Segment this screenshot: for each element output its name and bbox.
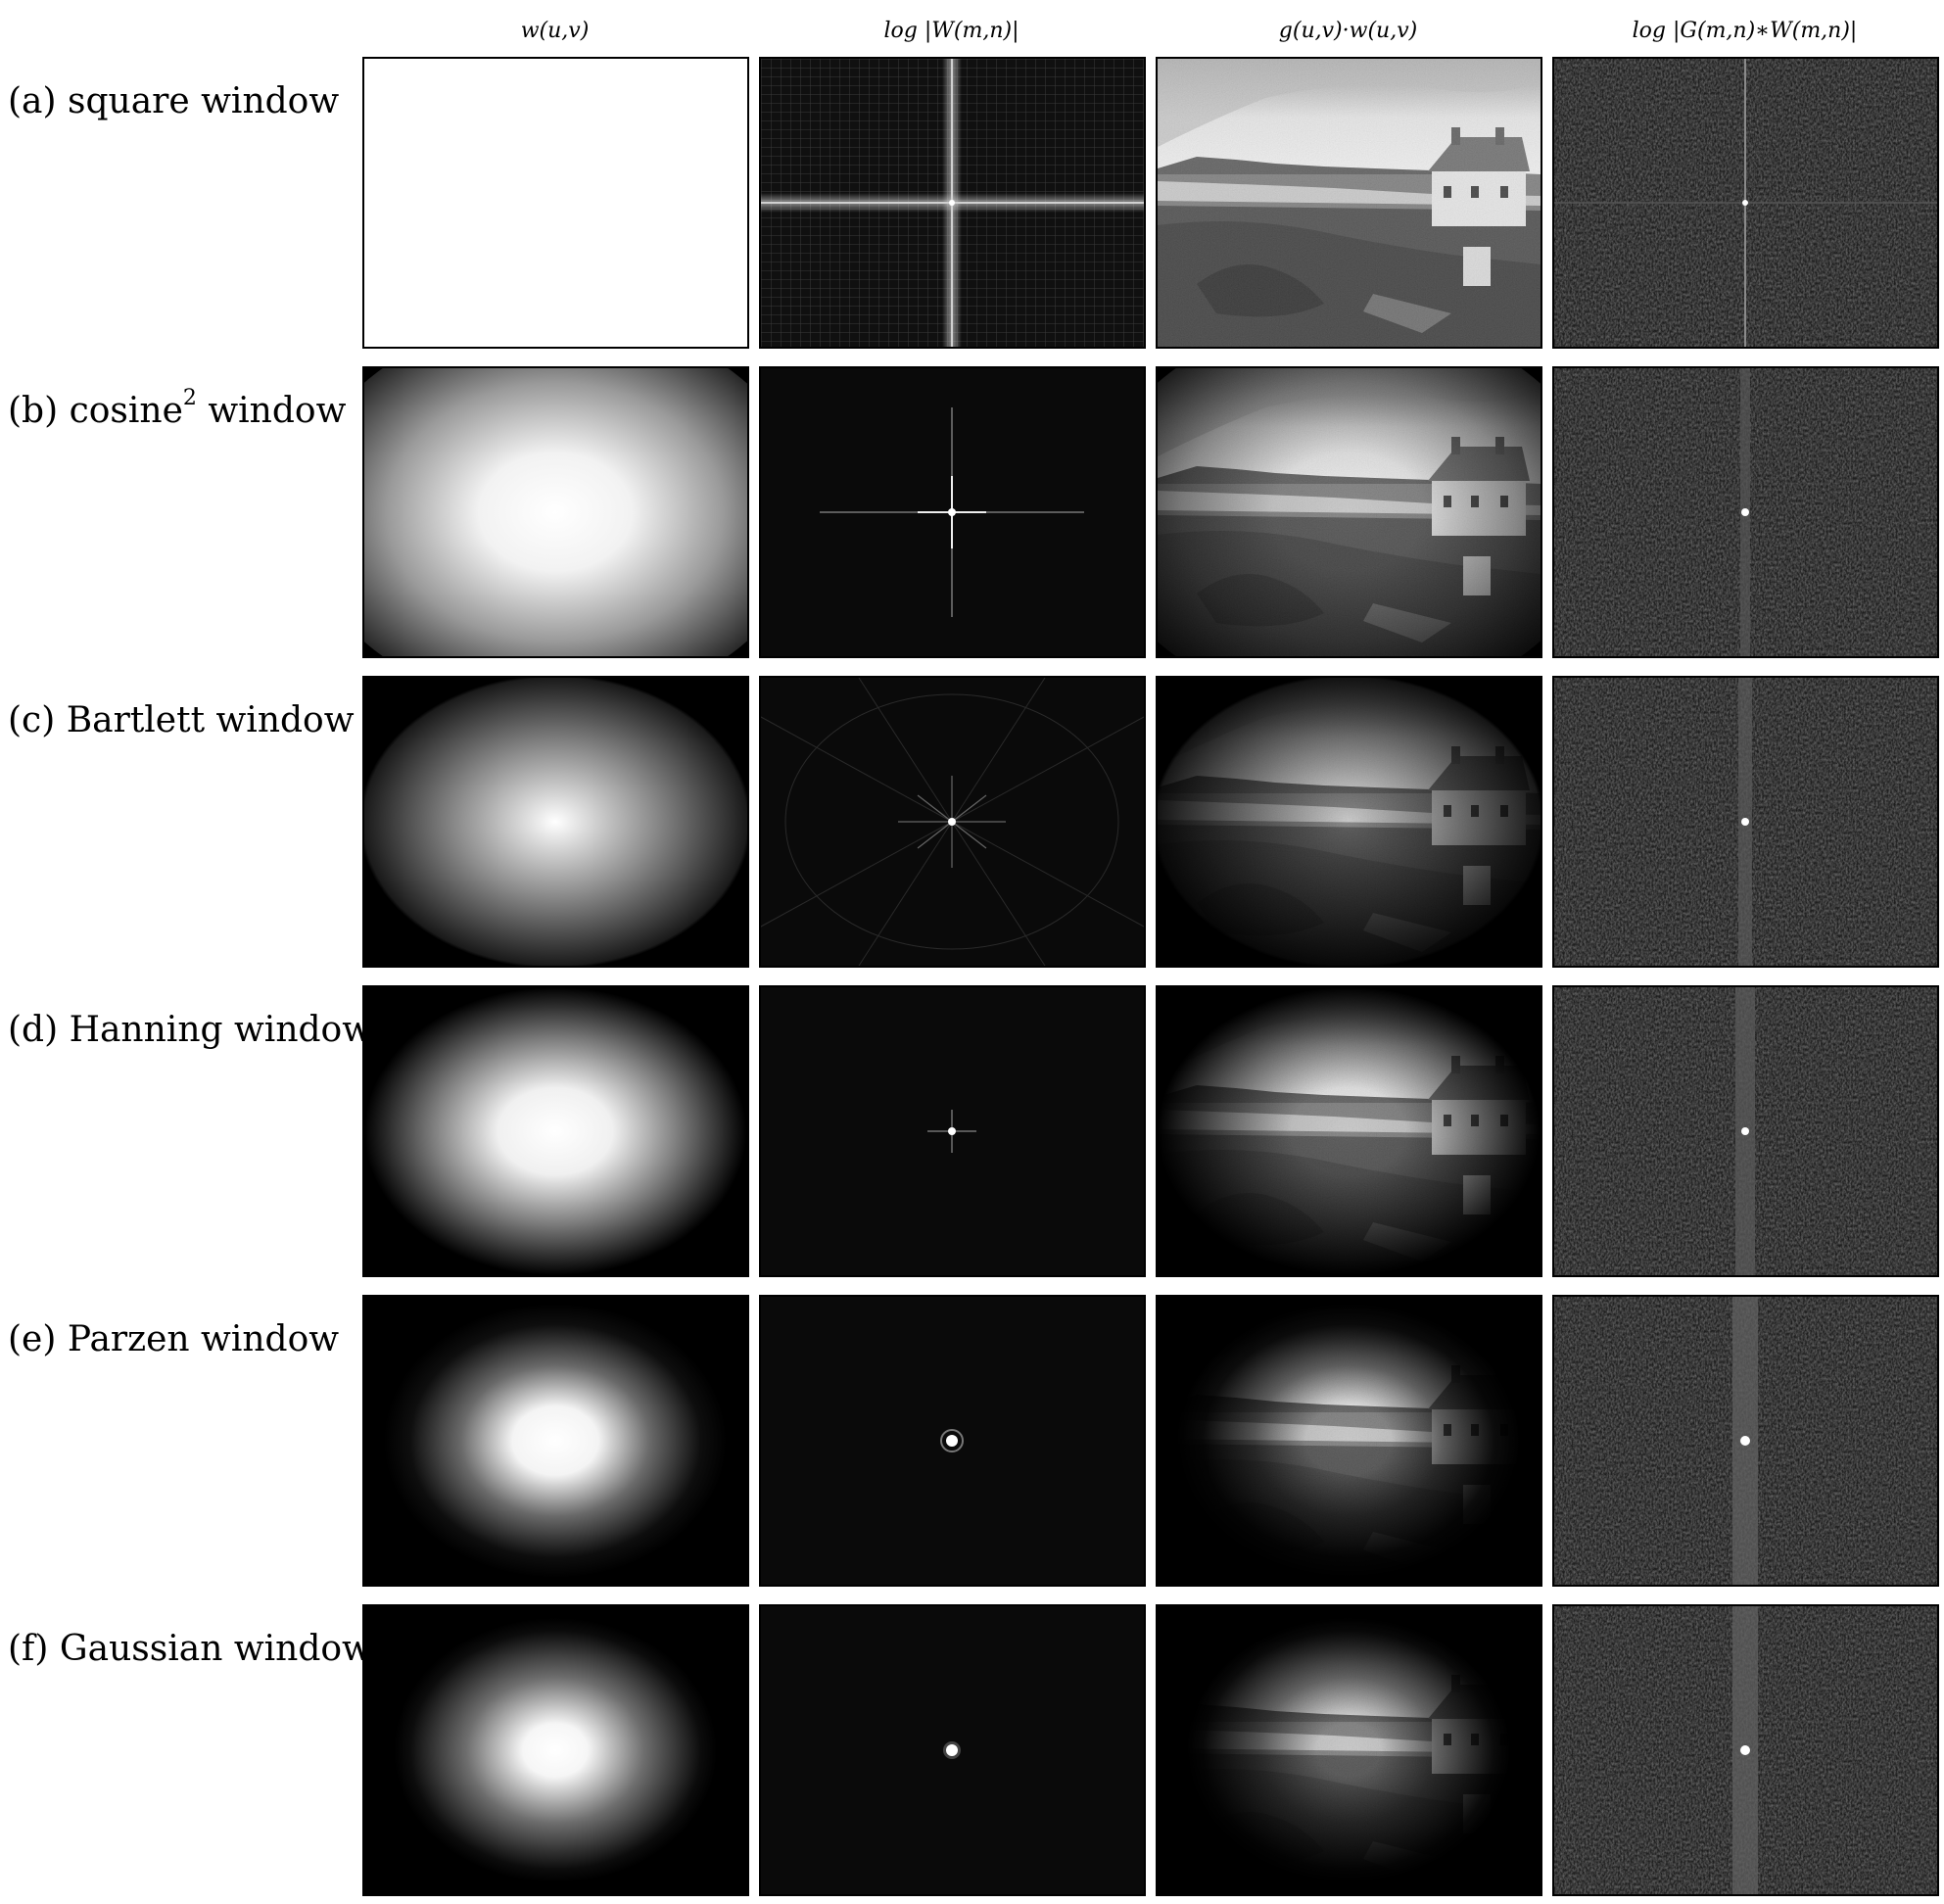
row-label-f: (f) Gaussian window	[8, 1620, 360, 1679]
panel-c-window	[362, 676, 749, 968]
panel-b-window-spectrum	[759, 366, 1146, 658]
row-label-b-suffix: window	[197, 391, 347, 431]
panel-d-window-spectrum	[759, 985, 1146, 1277]
panel-f-windowed-image	[1156, 1604, 1542, 1896]
row-label-d: (d) Hanning window	[8, 1001, 360, 1060]
panel-a-window-spectrum	[759, 57, 1146, 349]
row-label-e-text: (e) Parzen window	[8, 1319, 339, 1359]
row-label-c-text: (c) Bartlett window	[8, 700, 355, 740]
row-label-b-sup: 2	[183, 386, 197, 410]
panel-c-windowed-spectrum	[1552, 676, 1939, 968]
row-label-a: (a) square window	[8, 72, 360, 131]
panel-d-windowed-image	[1156, 985, 1542, 1277]
column-header-window-spectrum: log |W(m,n)|	[759, 10, 1144, 53]
panel-e-windowed-image	[1156, 1295, 1542, 1587]
panel-c-window-spectrum	[759, 676, 1146, 968]
panel-b-windowed-image	[1156, 366, 1542, 658]
panel-b-windowed-spectrum	[1552, 366, 1939, 658]
panel-b-window	[362, 366, 749, 658]
panel-c-windowed-image	[1156, 676, 1542, 968]
row-label-c: (c) Bartlett window	[8, 691, 360, 750]
panel-d-windowed-spectrum	[1552, 985, 1939, 1277]
row-label-a-text: (a) square window	[8, 81, 339, 121]
panel-f-window-spectrum	[759, 1604, 1146, 1896]
column-header-window: w(u,v)	[362, 10, 747, 53]
panel-e-windowed-spectrum	[1552, 1295, 1939, 1587]
panel-a-windowed-spectrum	[1552, 57, 1939, 349]
panel-e-window	[362, 1295, 749, 1587]
panel-f-windowed-spectrum	[1552, 1604, 1939, 1896]
column-header-windowed-image: g(u,v)·w(u,v)	[1156, 10, 1541, 53]
panel-f-window	[362, 1604, 749, 1896]
column-header-windowed-spectrum: log |G(m,n)∗W(m,n)|	[1552, 10, 1937, 53]
row-label-b: (b) cosine2 window	[8, 382, 360, 441]
row-label-e: (e) Parzen window	[8, 1310, 360, 1369]
row-label-d-text: (d) Hanning window	[8, 1010, 372, 1050]
row-label-b-text: (b) cosine	[8, 391, 183, 431]
panel-e-window-spectrum	[759, 1295, 1146, 1587]
panel-a-windowed-image	[1156, 57, 1542, 349]
panel-a-window	[362, 57, 749, 349]
row-label-f-text: (f) Gaussian window	[8, 1629, 372, 1669]
panel-d-window	[362, 985, 749, 1277]
